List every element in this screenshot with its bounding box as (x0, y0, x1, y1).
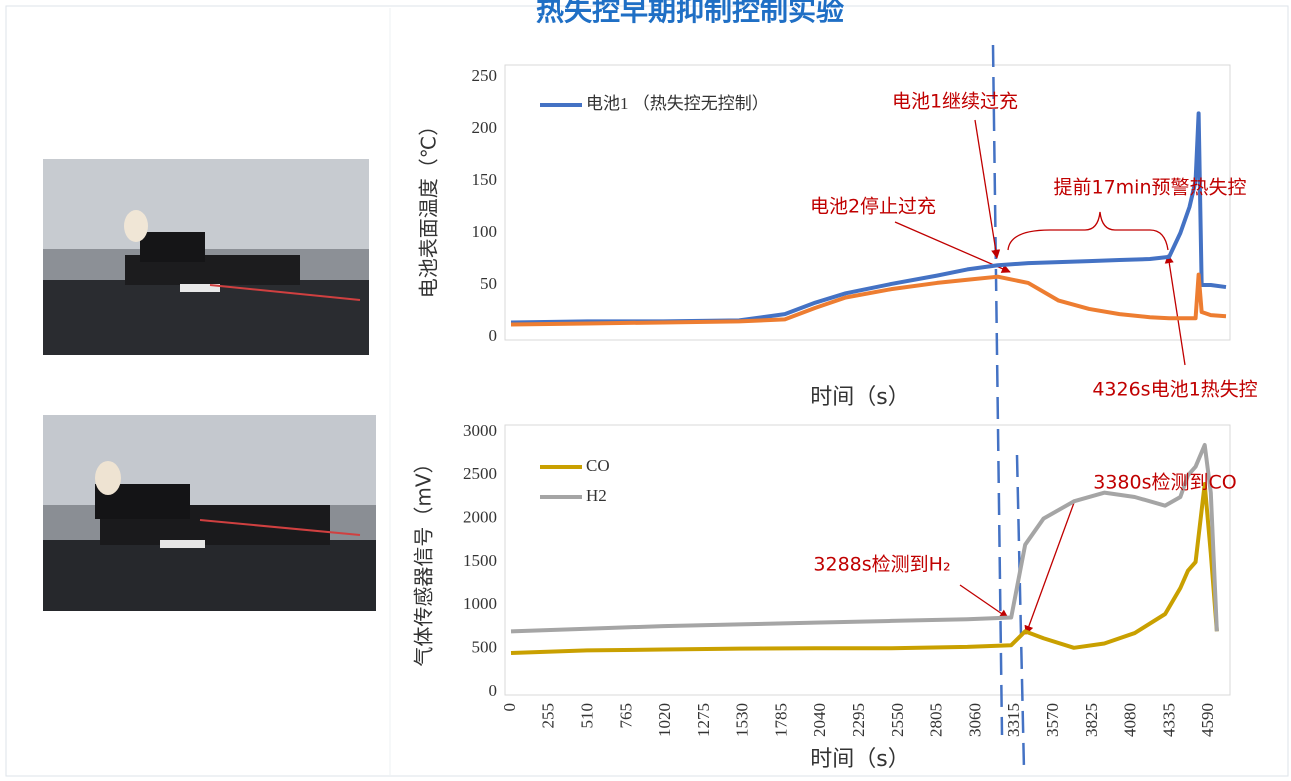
x-tick-label: 2295 (849, 703, 868, 737)
plot-frame (504, 424, 1231, 696)
x-tick-label: 0 (500, 703, 519, 712)
annotation: 3380s检测到CO (1093, 472, 1236, 494)
annotation: 3288s检测到H₂ (813, 554, 950, 576)
x-tick-label: 2040 (810, 703, 829, 737)
photo-top (43, 159, 369, 355)
legend-label: 电池1 （热失控无控制） (586, 94, 769, 113)
x-tick-label: 1785 (771, 703, 790, 737)
x-axis-label: 时间（s） (810, 747, 909, 772)
x-tick-label: 4335 (1159, 703, 1178, 737)
y-tick-label: 0 (489, 326, 498, 345)
x-tick-label: 3315 (1004, 703, 1023, 737)
series-line (510, 443, 1219, 634)
x-tick-label: 2550 (888, 703, 907, 737)
plot-frame (504, 64, 1231, 341)
y-tick-label: 2000 (463, 508, 497, 527)
legend-label: H2 (586, 486, 607, 505)
x-tick-label: 765 (616, 703, 635, 729)
event-line (1015, 454, 1026, 771)
y-tick-label: 2500 (463, 464, 497, 483)
x-tick-label: 4590 (1198, 703, 1217, 737)
slide-frame (5, 5, 1289, 777)
x-tick-label: 2805 (927, 703, 946, 737)
y-tick-label: 1000 (463, 594, 497, 613)
x-tick-label: 4080 (1121, 703, 1140, 737)
x-tick-label: 255 (539, 703, 558, 729)
y-tick-label: 50 (480, 274, 497, 293)
x-tick-label: 3060 (965, 703, 984, 737)
x-tick-label: 1275 (694, 703, 713, 737)
annotation-arrows (894, 119, 1186, 635)
photo-bottom (43, 415, 376, 611)
series-line (510, 482, 1219, 655)
slide-title: 热失控早期抑制控制实验 (536, 0, 844, 27)
y-tick-label: 1500 (463, 551, 497, 570)
x-tick-label: 510 (577, 703, 596, 729)
series-line (510, 111, 1227, 325)
y-tick-label: 100 (472, 222, 498, 241)
x-tick-label: 1530 (733, 703, 752, 737)
legend-label: CO (586, 456, 610, 475)
y-tick-label: 200 (472, 118, 498, 137)
event-line (991, 44, 1004, 736)
x-tick-label: 3825 (1082, 703, 1101, 737)
x-tick-label: 3570 (1043, 703, 1062, 737)
y-tick-label: 250 (472, 66, 498, 85)
y-tick-label: 0 (489, 681, 498, 700)
x-axis-label: 时间（s） (810, 385, 909, 410)
annotation: 4326s电池1热失控 (1092, 379, 1257, 401)
y-tick-label: 3000 (463, 421, 497, 440)
series-line (510, 272, 1227, 327)
y-tick-label: 150 (472, 170, 498, 189)
y-tick-label: 500 (472, 638, 498, 657)
y-axis-label: 气体传感器信号（mV） (412, 453, 436, 666)
annotation: 提前17min预警热失控 (1053, 177, 1246, 199)
annotation: 电池1继续过充 (892, 91, 1018, 113)
annotation: 电池2停止过充 (810, 196, 936, 218)
x-tick-label: 1020 (655, 703, 674, 737)
y-axis-label: 电池表面温度（℃） (417, 116, 441, 298)
